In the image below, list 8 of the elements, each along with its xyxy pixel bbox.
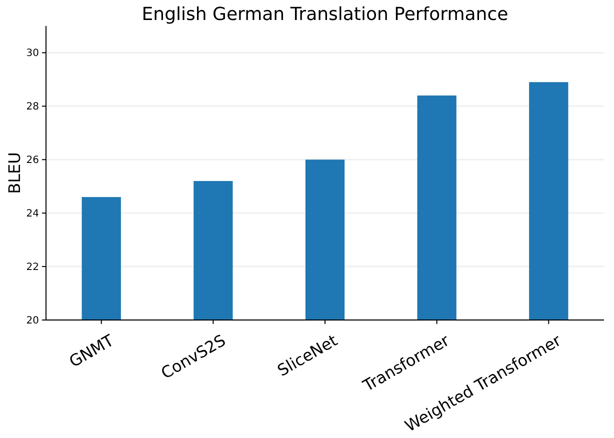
y-tick-label: 30 xyxy=(26,48,39,60)
y-axis-title: BLEU xyxy=(5,152,24,194)
y-tick-label: 20 xyxy=(26,316,39,326)
y-tick-label: 28 xyxy=(26,102,39,113)
y-tick-label: 22 xyxy=(26,262,39,274)
y-tick-label: 24 xyxy=(26,208,39,220)
y-tick-label: 26 xyxy=(26,155,39,166)
chart-title: English German Translation Performance xyxy=(142,4,508,25)
